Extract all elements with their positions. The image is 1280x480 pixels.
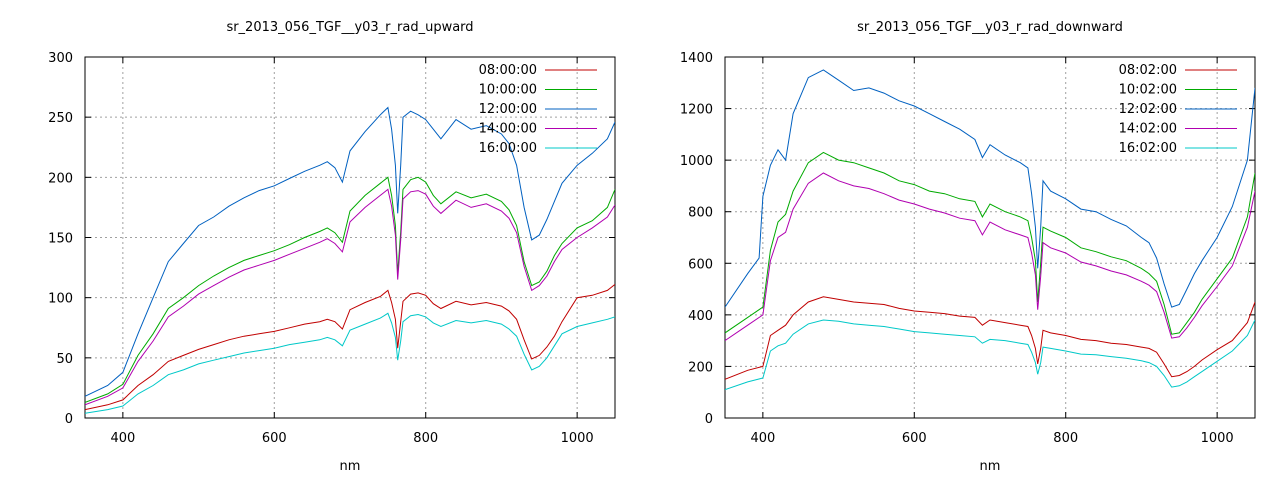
series-line-0 — [725, 296, 1255, 380]
legend-label: 14:00:00 — [479, 122, 537, 137]
x-tick-label: 800 — [1053, 431, 1078, 446]
y-tick-label: 800 — [688, 206, 713, 221]
x-tick-label: 600 — [262, 431, 287, 446]
y-tick-label: 100 — [48, 292, 73, 307]
y-tick-label: 250 — [48, 111, 73, 126]
legend-label: 10:02:00 — [1119, 83, 1177, 98]
y-tick-label: 0 — [705, 412, 713, 427]
series-line-0 — [85, 284, 615, 411]
chart-upward: sr_2013_056_TGF__y03_r_rad_upward 400 600 8… — [48, 20, 616, 474]
x-tick-label: 400 — [750, 431, 775, 446]
series-line-1 — [85, 176, 615, 403]
legend-label: 12:02:00 — [1119, 102, 1177, 117]
y-tick-label: 200 — [688, 360, 713, 375]
series-line-2 — [725, 69, 1255, 308]
x-tick-label: 1000 — [1201, 431, 1234, 446]
x-axis-label: nm — [980, 459, 1001, 474]
y-tick-label: 300 — [48, 51, 73, 66]
legend-label: 08:00:00 — [479, 63, 537, 78]
y-tick-label: 1000 — [680, 154, 713, 169]
x-tick-label: 800 — [413, 431, 438, 446]
y-tick-label: 200 — [48, 171, 73, 186]
y-tick-label: 600 — [688, 257, 713, 272]
x-tick-label: 400 — [110, 431, 135, 446]
series-line-2 — [85, 106, 615, 397]
y-tick-label: 150 — [48, 232, 73, 247]
series-line-4 — [85, 312, 615, 414]
y-tick-label: 400 — [688, 309, 713, 324]
legend-label: 16:02:00 — [1119, 141, 1177, 156]
series-line-4 — [725, 319, 1255, 391]
y-tick-label: 1200 — [680, 103, 713, 118]
legend-label: 08:02:00 — [1119, 63, 1177, 78]
y-tick-label: 1400 — [680, 51, 713, 66]
legend-label: 10:00:00 — [479, 83, 537, 98]
y-tick-label: 50 — [56, 352, 73, 367]
series-line-3 — [85, 188, 615, 406]
legend-label: 16:00:00 — [479, 141, 537, 156]
chart-title: sr_2013_056_TGF__y03_r_rad_upward — [226, 20, 473, 35]
series-line-3 — [725, 172, 1255, 342]
y-tick-label: 0 — [65, 412, 73, 427]
plot-frame — [724, 56, 1256, 419]
legend-label: 14:02:00 — [1119, 122, 1177, 137]
x-axis-label: nm — [340, 459, 361, 474]
chart-downward: sr_2013_056_TGF__y03_r_rad_downward 400 60… — [680, 20, 1256, 474]
series-line-1 — [725, 151, 1255, 335]
x-tick-label: 1000 — [561, 431, 594, 446]
legend-label: 12:00:00 — [479, 102, 537, 117]
chart-title: sr_2013_056_TGF__y03_r_rad_downward — [857, 20, 1123, 35]
x-tick-label: 600 — [902, 431, 927, 446]
